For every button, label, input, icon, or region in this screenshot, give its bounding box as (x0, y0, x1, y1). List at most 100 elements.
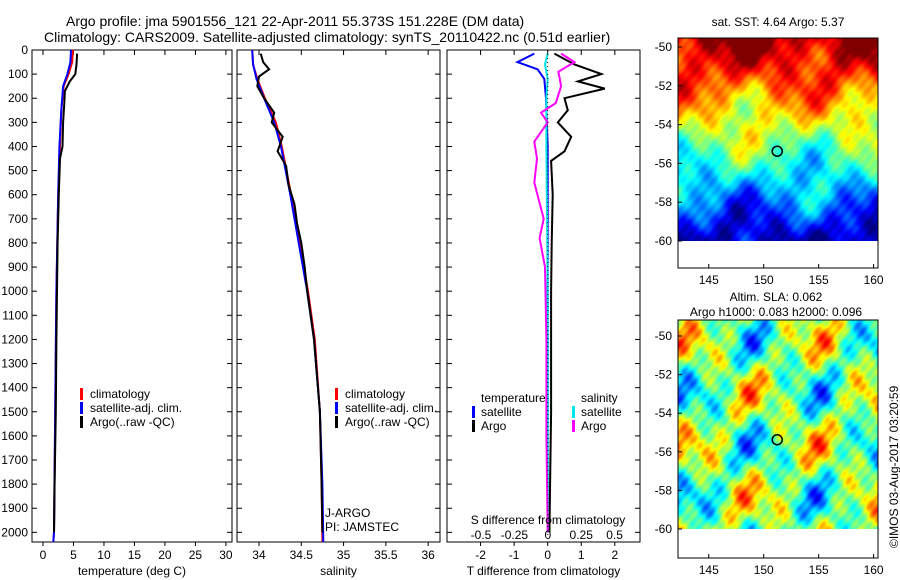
y-tick-label: 1700 (1, 453, 28, 467)
map-x-tick-label: 145 (699, 273, 719, 287)
y-tick-label: 900 (8, 260, 28, 274)
x-tick-label: 34.5 (290, 548, 314, 562)
sla-map-subtitle: Argo h1000: 0.083 h2000: 0.096 (690, 305, 862, 319)
map-y-tick-label: -58 (655, 195, 673, 209)
y-tick-label: 1900 (1, 501, 28, 515)
x-tick-label: 35 (337, 548, 351, 562)
map-x-tick-label: 145 (699, 563, 719, 577)
series-line-salinity-argo (533, 52, 577, 533)
y-tick-label: 1100 (2, 308, 28, 322)
map-frame (677, 37, 879, 269)
map-y-tick-label: -52 (655, 368, 673, 382)
legend-swatch (335, 388, 338, 400)
series-line-argo-raw-qc- (256, 53, 324, 533)
x-tick-label: 15 (128, 548, 142, 562)
x-tick-label: 20 (158, 548, 172, 562)
annotation-pi: PI: JAMSTEC (325, 520, 399, 534)
y-tick-label: 2000 (1, 525, 28, 539)
y-tick-label: 800 (8, 236, 28, 250)
map-x-tick-label: 160 (864, 563, 884, 577)
x-tick-label: -2 (475, 548, 486, 562)
legend-swatch (80, 416, 83, 428)
y-tick-label: 1300 (1, 357, 28, 371)
legend-swatch (335, 416, 338, 428)
y-tick-label: 1500 (1, 405, 28, 419)
x-tick-label: 0 (40, 548, 47, 562)
map-y-tick-label: -56 (655, 156, 673, 170)
x-tick-label: 1 (578, 548, 585, 562)
s-tick-label: -0.5 (471, 528, 492, 542)
map-y-tick-label: -50 (655, 329, 673, 343)
map-x-tick-label: 160 (864, 273, 884, 287)
x-axis-label: T difference from climatology (467, 564, 621, 578)
series-line-temperature-argo (548, 52, 606, 533)
legend-label: climatology (345, 387, 405, 401)
map-x-tick-label: 150 (754, 273, 774, 287)
map-x-tick-label: 155 (809, 273, 829, 287)
map-y-tick-label: -54 (655, 406, 673, 420)
title-line-1: Argo profile: jma 5901556_121 22-Apr-201… (66, 13, 525, 29)
legend-swatch (472, 420, 475, 432)
map-y-tick-label: -54 (655, 118, 673, 132)
legend-label: Argo (481, 419, 507, 433)
y-tick-label: 100 (8, 67, 28, 81)
x-tick-label: 2 (611, 548, 618, 562)
sst-map-title: sat. SST: 4.64 Argo: 5.37 (712, 15, 845, 29)
map-y-tick-label: -52 (655, 79, 673, 93)
title-line-2: Climatology: CARS2009. Satellite-adjuste… (44, 29, 611, 45)
argo-location-marker (771, 433, 783, 446)
y-tick-label: 600 (8, 188, 28, 202)
s-tick-label: 0 (544, 528, 551, 542)
legend-swatch (335, 402, 338, 414)
legend-label: Argo (581, 419, 607, 433)
series-line-argo-raw-qc- (53, 53, 79, 533)
legend-label: satellite-adj. clim. (345, 401, 437, 415)
x-tick-label: 5 (70, 548, 77, 562)
legend-swatch (572, 406, 575, 418)
x-tick-label: 34 (252, 548, 266, 562)
s-tick-label: 0.25 (570, 528, 594, 542)
y-tick-label: 400 (8, 139, 28, 153)
y-tick-label: 300 (8, 115, 28, 129)
legend-swatch (80, 402, 83, 414)
legend-label: Argo(..raw -QC) (345, 415, 430, 429)
y-tick-label: 500 (8, 164, 28, 178)
plot-frame-2 (446, 49, 641, 543)
y-tick-label: 0 (21, 43, 28, 57)
s-axis-label: S difference from climatology (471, 513, 626, 527)
legend-label: Argo(..raw -QC) (90, 415, 175, 429)
argo-location-marker (771, 145, 783, 157)
s-tick-label: 0.5 (606, 528, 623, 542)
x-tick-label: 30 (219, 548, 233, 562)
y-tick-label: 1200 (1, 332, 28, 346)
x-axis-label: temperature (deg C) (78, 564, 186, 578)
map-y-tick-label: -56 (655, 445, 673, 459)
y-tick-label: 1600 (1, 429, 28, 443)
legend-label: satellite-adj. clim. (90, 401, 182, 415)
x-tick-label: 10 (97, 548, 111, 562)
x-axis-label: salinity (320, 564, 357, 578)
sst-map (678, 38, 878, 241)
map-y-tick-label: -60 (655, 234, 673, 248)
map-y-tick-label: -60 (655, 522, 673, 536)
map-y-tick-label: -50 (655, 40, 673, 54)
legend-swatch (572, 420, 575, 432)
legend-label: satellite (581, 405, 622, 419)
y-tick-label: 200 (8, 91, 28, 105)
plot-frame-0 (31, 49, 233, 543)
legend-swatch (472, 406, 475, 418)
sla-map (678, 320, 878, 529)
y-tick-label: 700 (8, 212, 28, 226)
map-x-tick-label: 155 (809, 563, 829, 577)
series-line-salinity-satellite (543, 53, 549, 533)
legend-swatch (80, 388, 83, 400)
legend-title-temperature: temperature (481, 391, 546, 405)
sla-map-title: Altim. SLA: 0.062 (730, 290, 823, 304)
map-x-tick-label: 150 (754, 563, 774, 577)
legend-label: climatology (90, 387, 150, 401)
y-tick-label: 1000 (1, 284, 28, 298)
x-tick-label: 0 (544, 548, 551, 562)
x-tick-label: 36 (421, 548, 435, 562)
